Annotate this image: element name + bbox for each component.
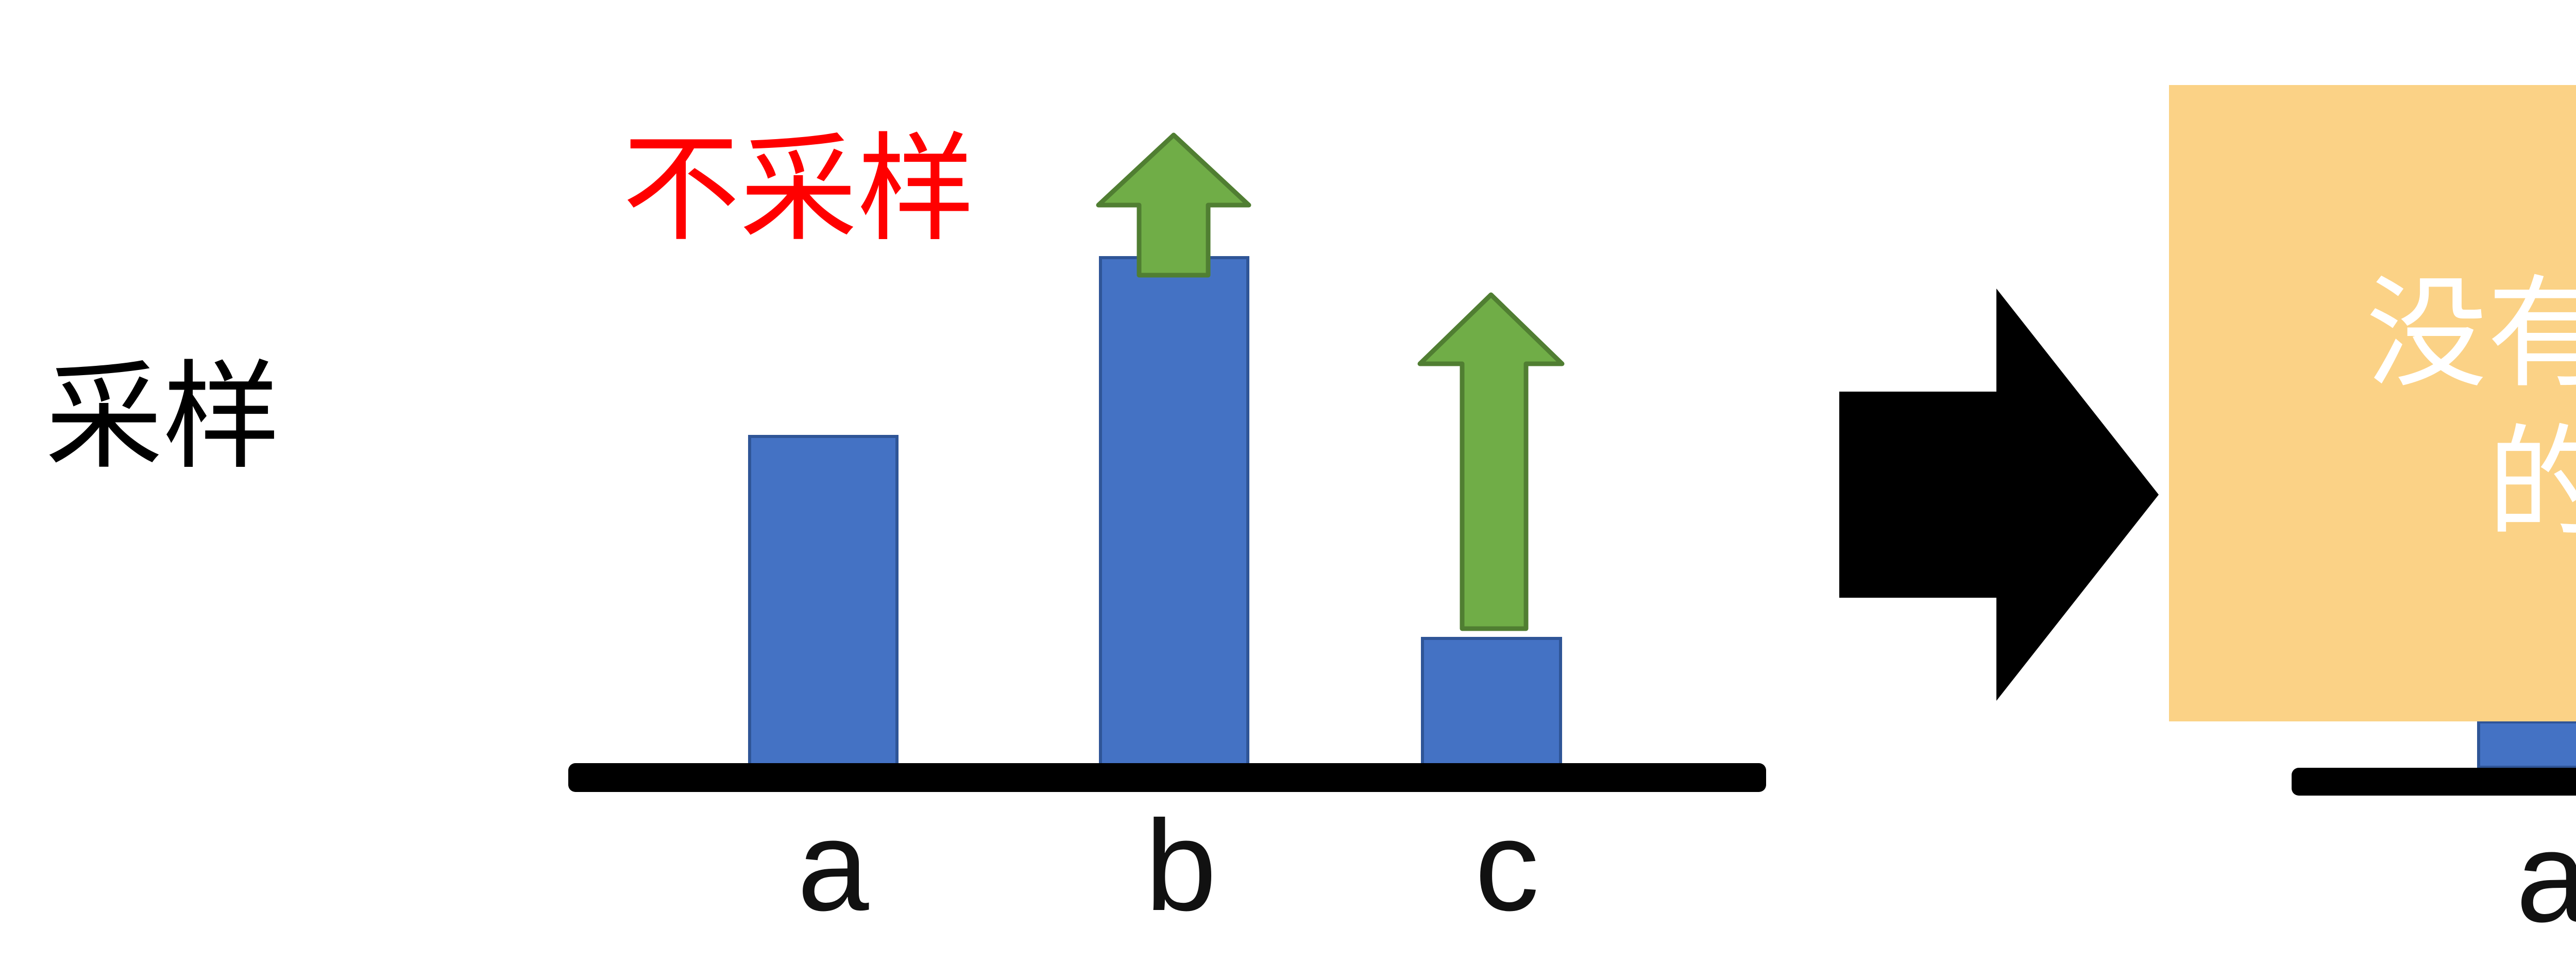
right-bar-a <box>2477 720 2576 769</box>
left-bar-b <box>1099 256 1249 769</box>
right-baseline-axis <box>2292 768 2576 796</box>
not-sampled-label: 不采样 <box>622 126 975 256</box>
callout-text-line-2: 的概率将会下降 <box>2487 417 2576 551</box>
black-right-arrow-icon <box>1839 289 2159 701</box>
right-category-label-a: a <box>2516 805 2576 949</box>
left-category-label-b: b <box>1145 794 1217 937</box>
green-up-arrow-b-icon <box>1096 132 1251 278</box>
left-baseline-axis <box>568 763 1766 792</box>
left-category-label-c: c <box>1475 794 1539 937</box>
result-callout-box: 没有被采样到的动作 的概率将会下降 <box>2169 85 2576 721</box>
callout-text-line-1: 没有被采样到的动作 <box>2366 268 2576 402</box>
sampling-label: 采样 <box>45 353 280 483</box>
left-bar-c <box>1421 637 1562 769</box>
green-up-arrow-c-icon <box>1417 292 1565 631</box>
left-category-label-a: a <box>797 794 869 937</box>
left-bar-a <box>748 435 899 769</box>
